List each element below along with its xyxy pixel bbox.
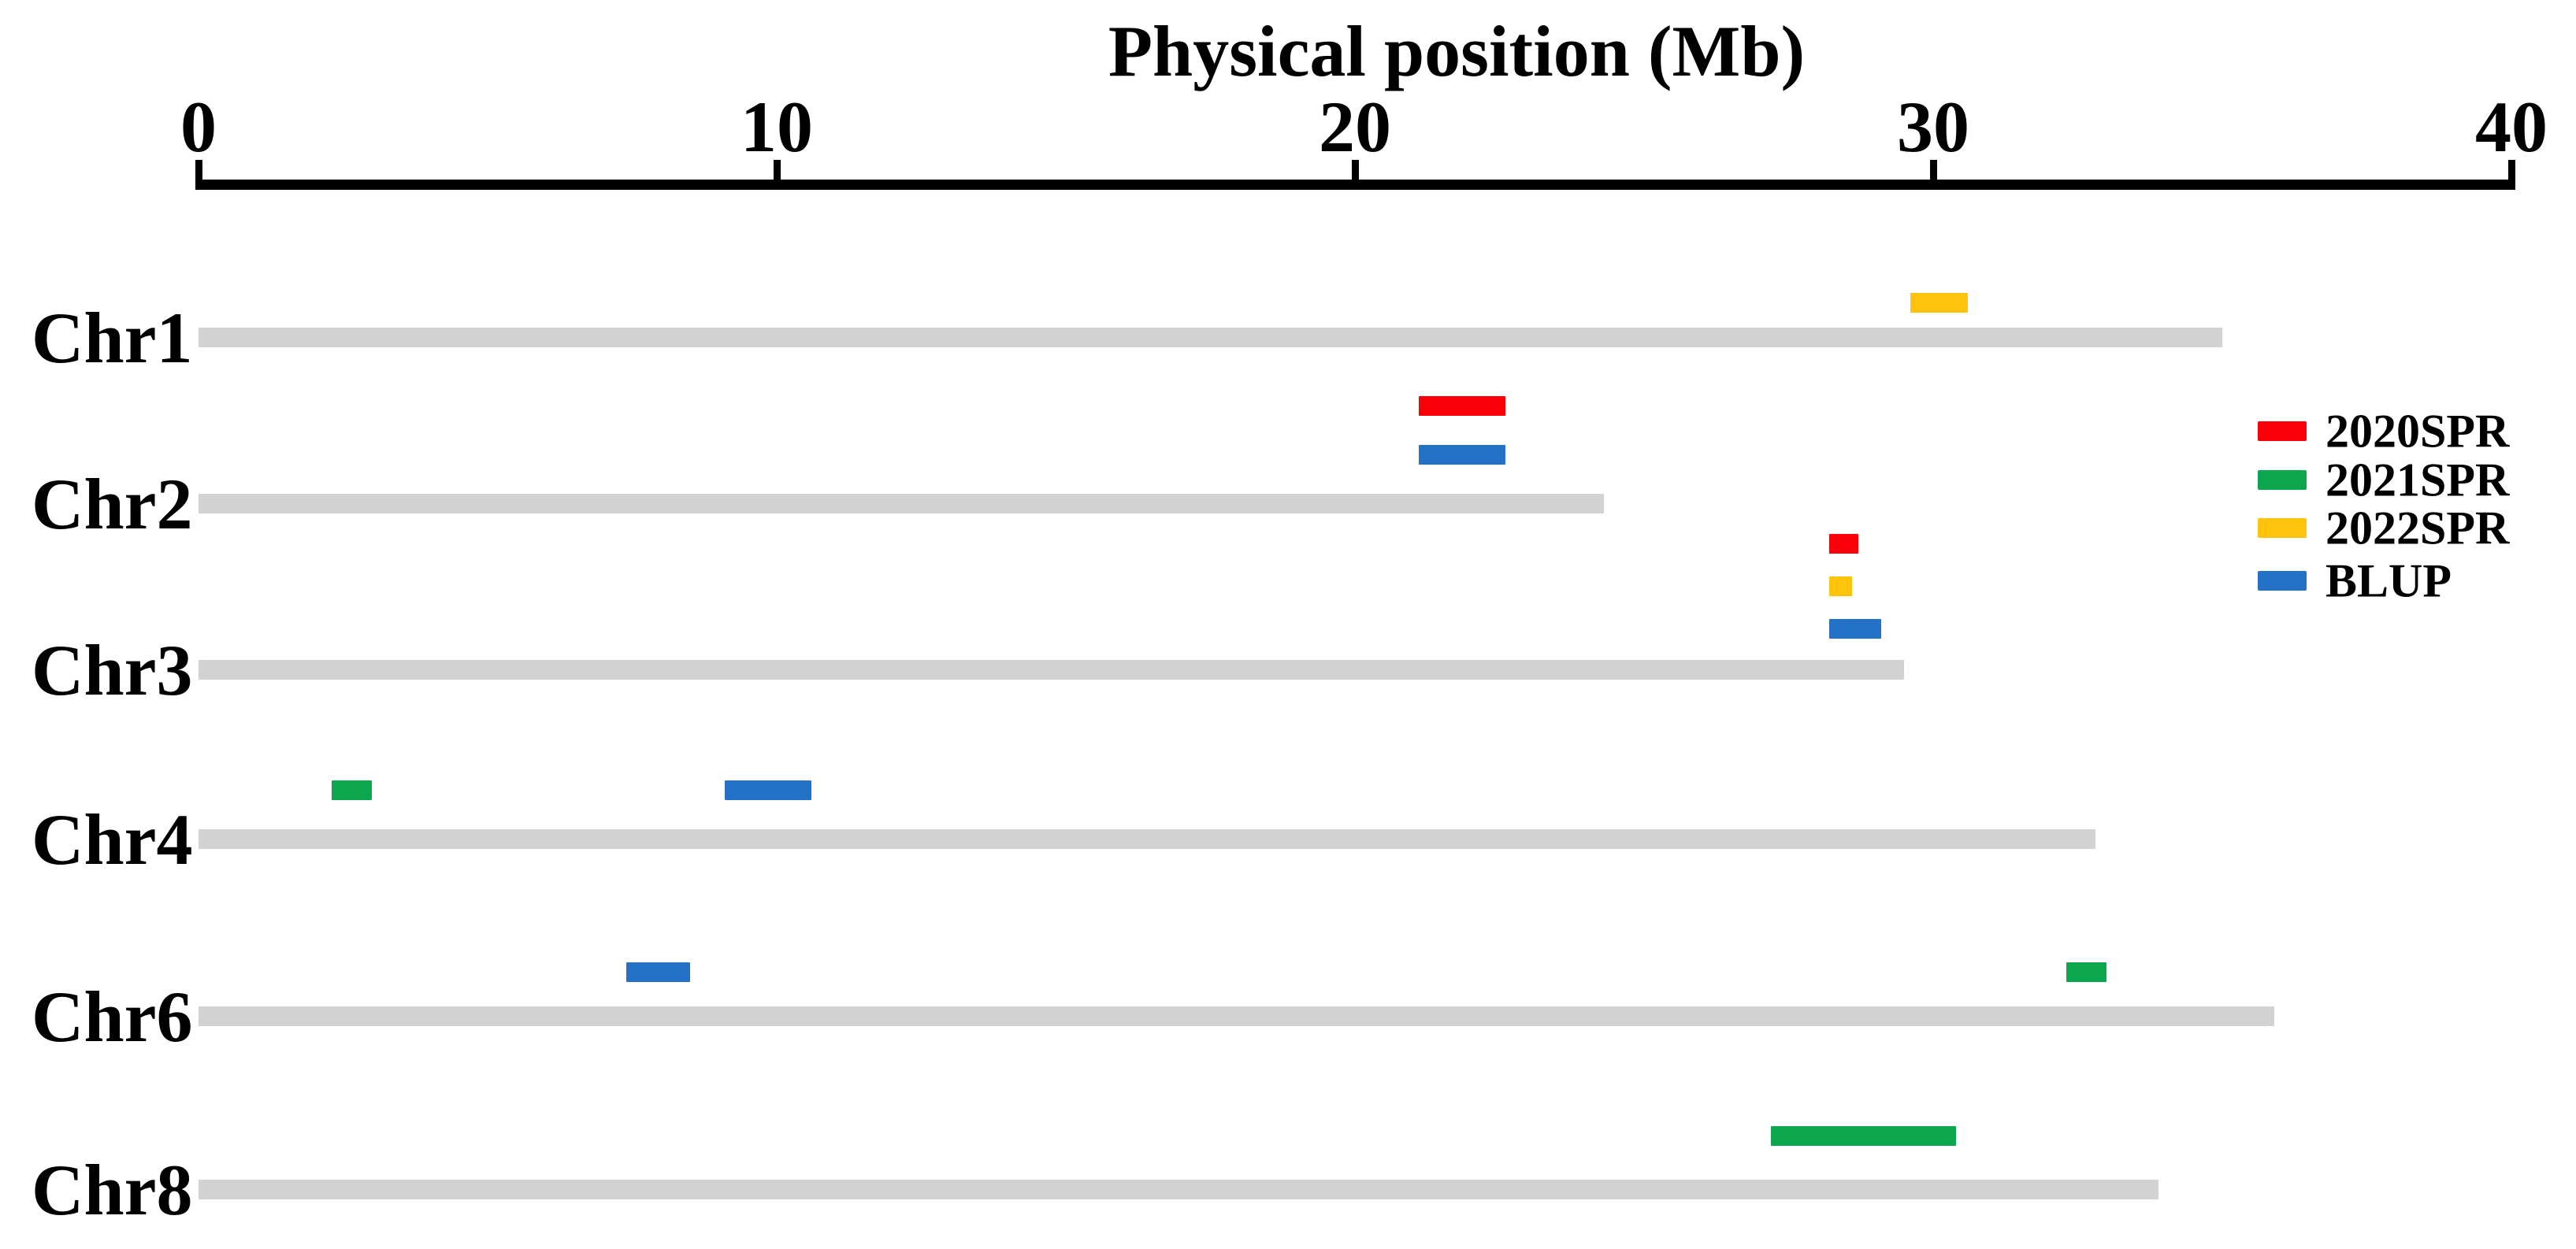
qtl-marker-2020SPR bbox=[1828, 534, 1858, 554]
chromosome-bar bbox=[199, 1006, 2275, 1026]
chromosome-label: Chr3 bbox=[32, 629, 193, 710]
qtl-marker-BLUP bbox=[1828, 619, 1881, 639]
axis-tick bbox=[1351, 160, 1359, 190]
chromosome-bar bbox=[199, 494, 1604, 513]
qtl-marker-2022SPR bbox=[1910, 293, 1969, 313]
legend-label-2020SPR: 2020SPR bbox=[2325, 405, 2510, 457]
chromosome-bar bbox=[199, 1180, 2159, 1199]
axis-tick-label: 0 bbox=[180, 87, 217, 167]
axis-tick-label: 10 bbox=[741, 87, 813, 167]
axis-title: Physical position (Mb) bbox=[1108, 11, 1806, 91]
legend-swatch-2022SPR bbox=[2258, 518, 2307, 538]
legend-swatch-2020SPR bbox=[2258, 421, 2307, 441]
qtl-marker-2021SPR bbox=[2066, 962, 2107, 982]
qtl-marker-BLUP bbox=[1418, 445, 1505, 465]
chromosome-label: Chr2 bbox=[32, 463, 193, 544]
legend-swatch-2021SPR bbox=[2258, 470, 2307, 490]
chromosome-bar bbox=[199, 328, 2222, 347]
legend-label-BLUP: BLUP bbox=[2325, 554, 2452, 606]
legend-swatch-BLUP bbox=[2258, 571, 2307, 591]
chromosome-bar bbox=[199, 829, 2095, 849]
axis-tick-label: 30 bbox=[1897, 87, 1969, 167]
qtl-marker-BLUP bbox=[724, 780, 812, 800]
chromosome-label: Chr1 bbox=[32, 297, 193, 378]
chromosome-label: Chr6 bbox=[32, 976, 193, 1057]
qtl-marker-BLUP bbox=[626, 962, 690, 982]
qtl-marker-2020SPR bbox=[1418, 396, 1505, 416]
legend-label-2021SPR: 2021SPR bbox=[2325, 454, 2510, 506]
qtl-marker-2021SPR bbox=[1771, 1126, 1957, 1146]
axis-tick bbox=[773, 160, 781, 190]
qtl-marker-2022SPR bbox=[1828, 576, 1853, 596]
chromosome-label: Chr8 bbox=[32, 1149, 193, 1230]
legend-label-2022SPR: 2022SPR bbox=[2325, 502, 2510, 554]
chromosome-label: Chr4 bbox=[32, 799, 193, 880]
axis-tick bbox=[2507, 160, 2515, 190]
axis-tick-label: 20 bbox=[1319, 87, 1391, 167]
chromosome-bar bbox=[199, 660, 1905, 680]
axis-tick bbox=[195, 160, 202, 190]
qtl-marker-2021SPR bbox=[331, 780, 373, 800]
axis-tick-label: 40 bbox=[2475, 87, 2548, 167]
axis-tick bbox=[1929, 160, 1937, 190]
